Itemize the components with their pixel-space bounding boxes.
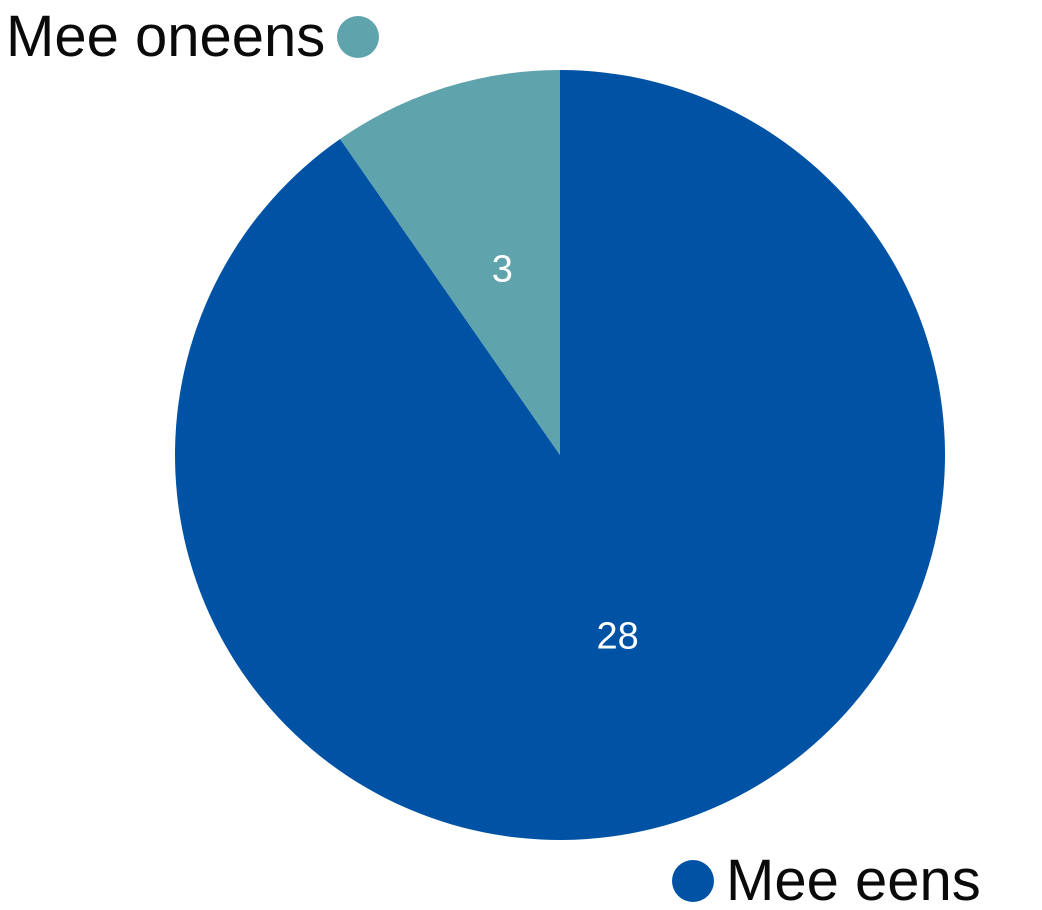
pie-slice-mee-eens xyxy=(175,70,945,841)
slice-label-mee-oneens: 3 xyxy=(492,248,513,290)
legend-entry-mee-eens: Mee eens xyxy=(672,852,981,910)
legend-entry-mee-oneens: Mee oneens xyxy=(6,4,380,69)
legend-swatch-mee-eens xyxy=(672,860,714,902)
pie-slices xyxy=(175,70,945,841)
legend-label-mee-oneens: Mee oneens xyxy=(6,4,326,69)
pie-slice-mee-oneens xyxy=(340,70,560,455)
pie-slice-labels: 28 3 xyxy=(492,248,639,657)
legend-swatch-mee-oneens xyxy=(337,16,380,58)
slice-label-mee-eens: 28 xyxy=(596,616,638,658)
legend-label-mee-eens: Mee eens xyxy=(726,848,981,910)
